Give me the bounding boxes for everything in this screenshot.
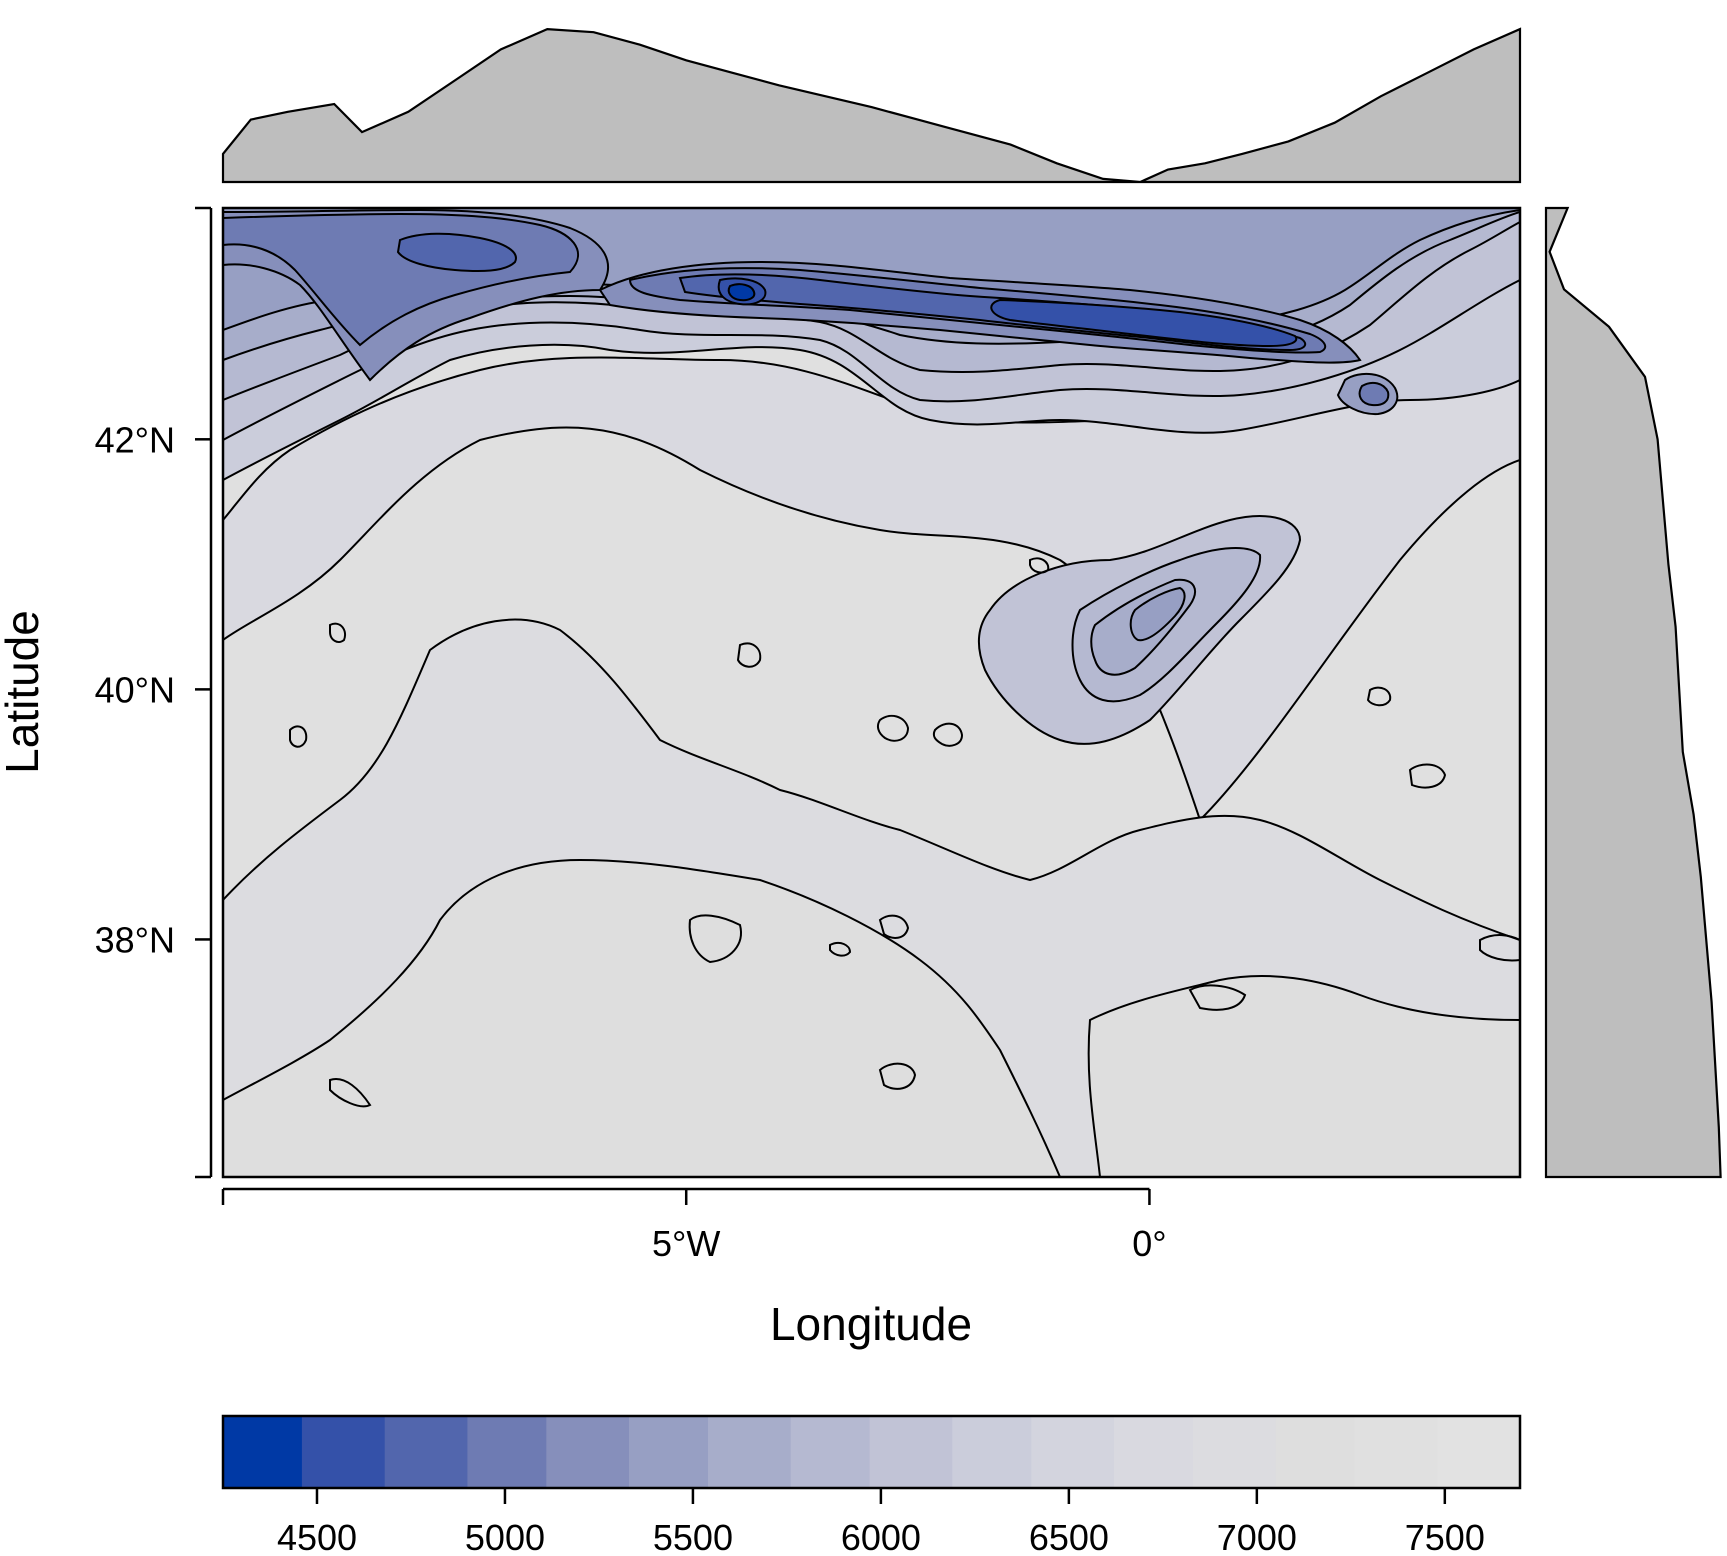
contour-region: [223, 356, 1520, 822]
colorbar-swatch: [1031, 1416, 1115, 1488]
y-tick-label: 40°N: [95, 669, 175, 710]
contour-region: [1087, 975, 1520, 1177]
colorbar-swatch: [301, 1416, 386, 1488]
y-tick-label: 42°N: [95, 419, 175, 460]
right-profile-area: [1544, 206, 1722, 1179]
colorbar: 4500 5000 5500 6000 6500 7000 7500: [221, 1414, 1522, 1556]
contour-region: [727, 283, 756, 302]
right-marginal-profile: [1544, 206, 1722, 1179]
colorbar-swatch: [1275, 1416, 1356, 1488]
contour-region: [1129, 586, 1186, 642]
colorbar-frame: [221, 1414, 1522, 1490]
colorbar-swatch: [790, 1416, 871, 1488]
contour-region: [990, 298, 1298, 348]
colorbar-tick-label: 4500: [277, 1517, 357, 1556]
small-contours: [289, 557, 1520, 1108]
contour-map: [221, 206, 1522, 1179]
colorbar-tick-label: 6500: [1029, 1517, 1109, 1556]
x-axis-title: Longitude: [770, 1298, 972, 1350]
colorbar-tick-label: 7000: [1217, 1517, 1297, 1556]
colorbar-swatch: [952, 1416, 1032, 1488]
colorbar-swatch: [546, 1416, 630, 1488]
x-tick-label: 5°W: [652, 1223, 720, 1264]
y-axis-title: Latitude: [0, 610, 48, 774]
colorbar-swatch: [629, 1416, 709, 1488]
colorbar-tick-label: 5500: [653, 1517, 733, 1556]
colorbar-swatch: [223, 1416, 303, 1488]
y-tick-label: 38°N: [95, 919, 175, 960]
y-axis: 38°N 40°N 42°N: [95, 206, 213, 1179]
top-profile-area: [221, 27, 1522, 184]
colorbar-swatch: [1437, 1416, 1521, 1488]
map-frame: [221, 206, 1522, 1179]
contour-region: [1358, 381, 1390, 407]
contour-region: [396, 232, 517, 273]
colorbar-swatch: [467, 1416, 547, 1488]
colorbar-tick-label: 6000: [841, 1517, 921, 1556]
colorbar-swatch: [708, 1416, 792, 1488]
colorbar-swatch: [1354, 1416, 1438, 1488]
colorbar-tick-label: 5000: [465, 1517, 545, 1556]
x-axis: 5°W 0°: [221, 1187, 1167, 1264]
colorbar-swatch: [1114, 1416, 1194, 1488]
x-tick-label: 0°: [1132, 1223, 1166, 1264]
colorbar-tick-label: 7500: [1405, 1517, 1485, 1556]
contour-region: [223, 858, 1062, 1177]
top-marginal-profile: [221, 27, 1522, 184]
colorbar-swatch: [869, 1416, 953, 1488]
colorbar-swatch: [1192, 1416, 1277, 1488]
colorbar-swatch: [384, 1416, 468, 1488]
